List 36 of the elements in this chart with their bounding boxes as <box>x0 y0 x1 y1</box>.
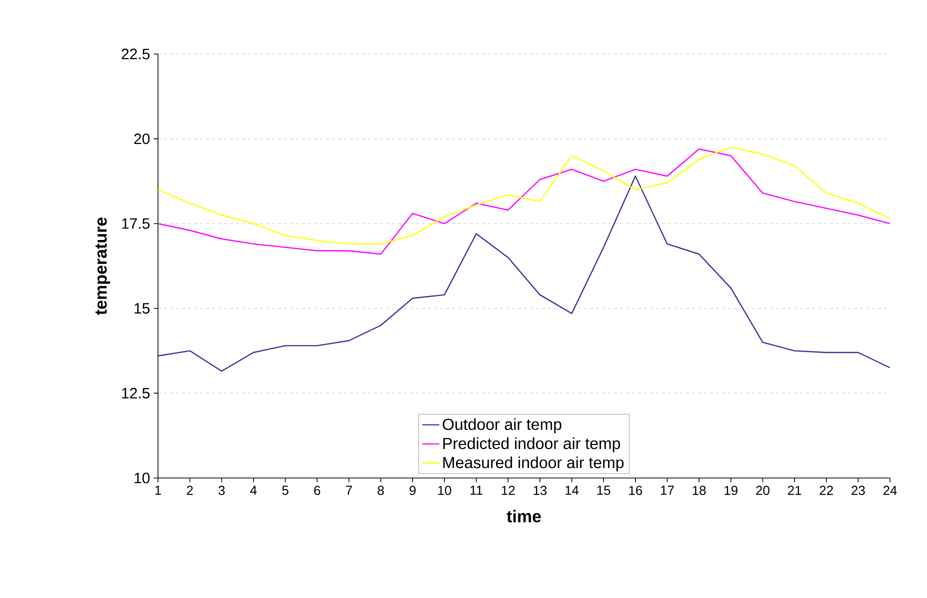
legend-label: Measured indoor air temp <box>443 456 624 472</box>
y-tick-label: 22.5 <box>122 48 150 60</box>
y-tick-label: 12.5 <box>122 388 150 399</box>
y-axis-title: temperature <box>96 217 110 315</box>
x-tick-label: 15 <box>597 486 610 495</box>
x-tick-label: 14 <box>566 486 579 495</box>
x-tick-label: 6 <box>314 486 320 496</box>
y-tick-label: 17.5 <box>122 218 150 229</box>
x-tick-label: 18 <box>692 486 706 496</box>
x-tick-label: 5 <box>282 486 288 495</box>
x-tick-label: 2 <box>186 486 193 495</box>
y-tick-label: 10 <box>134 472 150 484</box>
line-series <box>158 176 890 372</box>
legend-label: Predicted indoor air temp <box>443 437 620 452</box>
x-tick-label: 7 <box>346 486 352 495</box>
x-tick-label: 4 <box>250 486 257 495</box>
x-tick-label: 11 <box>470 486 482 495</box>
x-tick-label: 9 <box>410 486 416 496</box>
x-tick-label: 13 <box>534 486 547 496</box>
x-tick-label: 19 <box>724 486 738 496</box>
x-tick-label: 10 <box>438 486 452 496</box>
x-tick-label: 16 <box>629 486 642 496</box>
x-tick-label: 12 <box>502 486 515 495</box>
x-tick-label: 21 <box>788 486 802 495</box>
x-tick-label: 23 <box>852 486 865 496</box>
y-tick-label: 15 <box>134 303 150 314</box>
x-axis-title: time <box>506 510 541 522</box>
x-tick-label: 24 <box>883 486 897 495</box>
x-tick-label: 3 <box>218 486 225 496</box>
x-tick-label: 8 <box>378 486 384 496</box>
x-tick-label: 1 <box>155 486 161 495</box>
y-tick-label: 20 <box>134 133 150 144</box>
legend-label: Outdoor air temp <box>442 418 562 434</box>
x-tick-label: 20 <box>756 486 770 496</box>
x-tick-label: 22 <box>820 486 833 495</box>
x-tick-label: 17 <box>660 486 674 495</box>
